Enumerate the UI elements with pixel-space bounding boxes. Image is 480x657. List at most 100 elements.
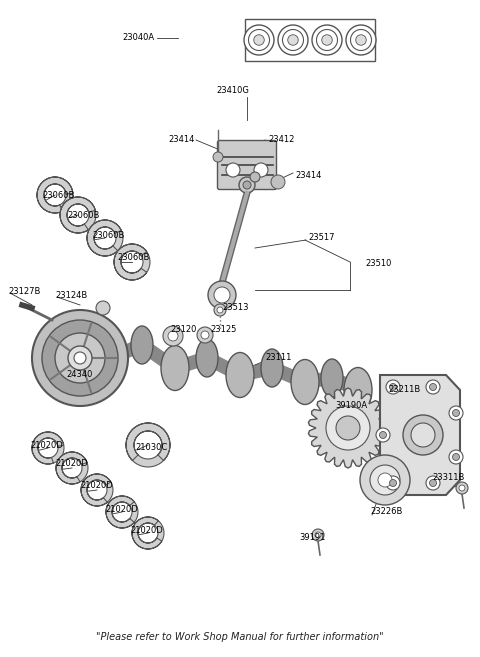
Circle shape [315,532,321,538]
Circle shape [163,326,183,346]
Circle shape [271,175,285,189]
Text: 23517: 23517 [308,233,335,242]
Circle shape [403,415,443,455]
Text: 23410G: 23410G [216,86,250,95]
Polygon shape [87,220,123,256]
Text: 21020D: 21020D [105,505,138,514]
Ellipse shape [291,359,319,405]
Circle shape [356,35,366,45]
Circle shape [226,163,240,177]
Polygon shape [37,177,73,213]
Text: 23125: 23125 [210,325,236,334]
Circle shape [430,384,436,390]
Text: 21020D: 21020D [55,459,88,468]
Circle shape [456,482,468,494]
Ellipse shape [261,349,283,387]
Circle shape [288,35,298,45]
Circle shape [214,304,226,316]
Text: 21020D: 21020D [130,526,163,535]
Circle shape [217,307,223,313]
FancyBboxPatch shape [217,141,276,189]
Text: 21030C: 21030C [135,443,167,453]
Polygon shape [81,474,113,506]
Circle shape [214,287,230,303]
Circle shape [278,25,308,55]
Polygon shape [60,197,96,233]
Text: 23040A: 23040A [123,34,155,43]
Bar [245,19,375,61]
Text: 23510: 23510 [365,258,391,267]
Ellipse shape [321,359,343,397]
Circle shape [243,181,251,189]
Ellipse shape [344,367,372,413]
Text: 21020D: 21020D [80,481,113,490]
Circle shape [459,485,465,491]
Circle shape [380,432,386,438]
Polygon shape [126,423,170,467]
Circle shape [350,30,372,51]
Text: 23211B: 23211B [388,386,420,394]
Text: 23414: 23414 [168,135,195,145]
Circle shape [239,177,255,193]
Text: 23060B: 23060B [92,231,124,240]
Text: 23311B: 23311B [432,474,464,482]
Circle shape [386,476,400,490]
Circle shape [316,30,337,51]
Circle shape [376,428,390,442]
Text: 39191: 39191 [299,533,325,543]
Ellipse shape [96,336,124,380]
Ellipse shape [226,353,254,397]
Text: 23060B: 23060B [42,191,74,200]
Circle shape [254,35,264,45]
Circle shape [197,327,213,343]
Text: 23060B: 23060B [67,211,99,220]
Polygon shape [309,388,387,468]
Circle shape [244,25,274,55]
Polygon shape [380,375,460,495]
Circle shape [370,465,400,495]
Circle shape [96,301,110,315]
Polygon shape [106,496,138,528]
Circle shape [55,333,105,383]
Circle shape [389,480,396,486]
Circle shape [430,480,436,486]
Circle shape [208,281,236,309]
Circle shape [312,529,324,541]
Circle shape [378,473,392,487]
Circle shape [74,352,86,364]
Polygon shape [114,244,150,280]
Circle shape [346,25,376,55]
Circle shape [168,331,178,341]
Circle shape [326,406,370,450]
Ellipse shape [196,339,218,377]
Circle shape [322,35,332,45]
Text: 23513: 23513 [222,304,249,313]
Circle shape [283,30,303,51]
Circle shape [360,455,410,505]
Polygon shape [56,452,88,484]
Circle shape [254,163,268,177]
Circle shape [453,453,459,461]
Circle shape [312,25,342,55]
Text: 24340: 24340 [67,370,93,379]
Circle shape [42,320,118,396]
Text: 23060B: 23060B [117,253,149,262]
Ellipse shape [131,326,153,364]
Circle shape [201,331,209,339]
Polygon shape [132,517,164,549]
Circle shape [213,152,223,162]
Text: 23124B: 23124B [55,290,87,300]
Circle shape [386,380,400,394]
Circle shape [426,476,440,490]
Circle shape [249,30,269,51]
Circle shape [449,450,463,464]
Text: 23412: 23412 [268,135,294,145]
Text: 23226B: 23226B [370,507,402,516]
Text: 23127B: 23127B [8,288,40,296]
Circle shape [68,346,92,370]
Text: 23120: 23120 [170,325,196,334]
Circle shape [389,384,396,390]
Circle shape [250,172,260,182]
Circle shape [449,406,463,420]
Circle shape [453,409,459,417]
